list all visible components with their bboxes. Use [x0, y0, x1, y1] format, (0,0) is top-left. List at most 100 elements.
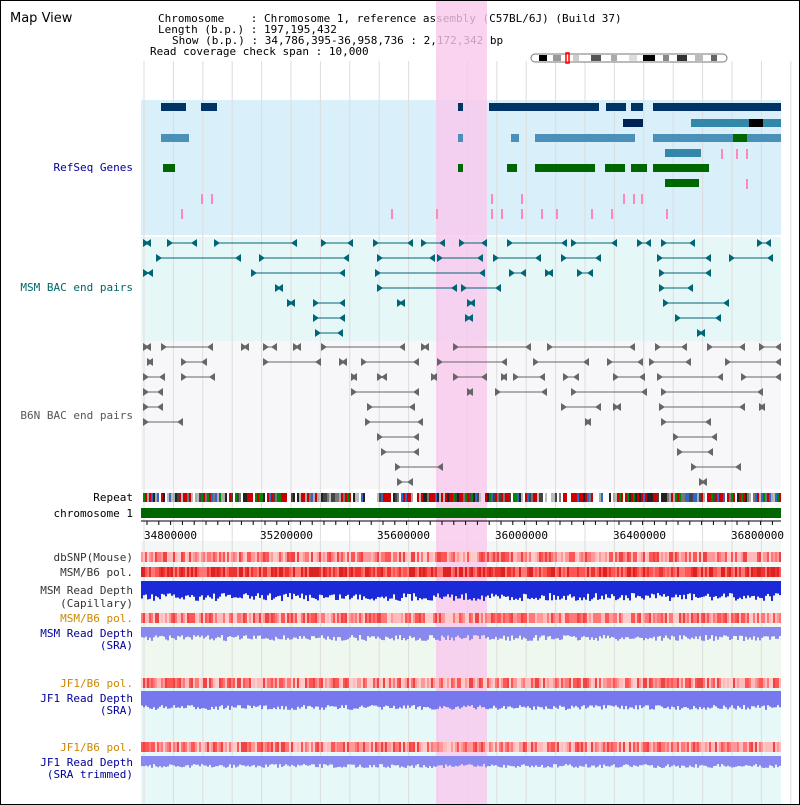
jf1-trim-depth	[743, 756, 745, 767]
jf1-pol-heat	[581, 678, 583, 688]
jf1-sra-depth	[185, 691, 187, 708]
msm-sra-depth	[189, 627, 191, 638]
repeat-mark	[331, 493, 333, 502]
jf1-trim-depth	[683, 756, 685, 766]
repeat-mark	[167, 493, 169, 502]
dbsnp-heat	[719, 552, 721, 562]
jf1-sra-depth	[731, 691, 733, 706]
jf1-trim-depth	[355, 756, 357, 768]
jf1-pol2-heat	[291, 742, 293, 752]
msm-sra-depth	[605, 627, 607, 639]
msm-pol2-heat	[663, 613, 665, 623]
msm-pol-heat	[531, 567, 533, 577]
jf1-trim-depth	[655, 756, 657, 768]
b6n-bac-track[interactable]	[143, 343, 781, 486]
msm-capillary-depth	[321, 581, 323, 596]
msm-pol2-heat	[283, 613, 285, 623]
msm-capillary-depth	[589, 581, 591, 601]
jf1-sra-depth	[631, 691, 633, 708]
jf1-pol-heat	[619, 678, 621, 688]
msm-pol-heat	[653, 567, 655, 577]
msm-pol2-heat	[365, 613, 367, 623]
jf1-pol-heat	[671, 678, 673, 688]
chromosome-ideogram[interactable]	[530, 52, 728, 64]
msm-sra-depth	[581, 627, 583, 638]
refseq-snp-mark	[556, 209, 558, 219]
msm-capillary-depth	[685, 581, 687, 600]
msm-capillary-depth	[197, 581, 199, 601]
msm-pol-heat	[479, 567, 481, 577]
dbsnp-heat	[497, 552, 499, 562]
jf1-sra-depth	[335, 691, 337, 707]
jf1-pol2-heat	[695, 742, 697, 752]
msm-pol2-heat	[515, 613, 517, 623]
msm-capillary-depth	[587, 581, 589, 594]
refseq-gene	[458, 134, 463, 142]
jf1-sra-depth	[743, 691, 745, 706]
jf1-sra-depth	[627, 691, 629, 710]
repeat-mark	[307, 493, 309, 502]
dbsnp-heat	[229, 552, 231, 562]
b6n-bac-end	[501, 358, 507, 366]
jf1-trim-depth	[181, 756, 183, 768]
msm-pol-heat	[547, 567, 549, 577]
msm-capillary-depth	[731, 581, 733, 594]
jf1-trim-depth	[309, 756, 311, 766]
jf1-sra-depth	[201, 691, 203, 709]
jf1-trim-depth	[663, 756, 665, 768]
repeat-mark	[433, 493, 435, 502]
repeat-mark	[329, 493, 331, 502]
jf1-pol2-heat	[259, 742, 261, 752]
jf1-pol-heat	[237, 678, 239, 688]
msm-pol-heat	[445, 567, 447, 577]
dbsnp-heat	[639, 552, 641, 562]
msm-bac-end	[493, 254, 499, 262]
msm-pol2-heat	[315, 613, 317, 623]
msm-pol2-heat	[271, 613, 273, 623]
jf1-sra-depth	[439, 691, 441, 707]
refseq-genes-track[interactable]	[161, 103, 781, 219]
repeat-mark	[285, 493, 287, 502]
repeat-mark	[541, 493, 543, 502]
dbsnp-heat	[727, 552, 729, 562]
b6n-bac-end	[607, 358, 613, 366]
msm-pol-heat	[235, 567, 237, 577]
msm-pol-heat	[737, 567, 739, 577]
msm-bac-track[interactable]	[143, 239, 773, 337]
dbsnp-heat	[621, 552, 623, 562]
repeat-mark	[643, 493, 645, 502]
msm-sra-depth	[371, 627, 373, 637]
msm-capillary-depth	[569, 581, 571, 595]
msm-pol2-heat	[247, 613, 249, 623]
msm-pol-heat	[491, 567, 493, 577]
msm-capillary-depth	[683, 581, 685, 595]
track-label-msm-depth-sra: MSM Read Depth	[40, 627, 133, 640]
repeat-mark	[517, 493, 519, 502]
jf1-pol-heat	[311, 678, 313, 688]
repeat-mark	[293, 493, 295, 502]
msm-pol2-heat	[769, 613, 771, 623]
jf1-trim-depth	[303, 756, 305, 765]
msm-pol-heat	[693, 567, 695, 577]
msm-capillary-depth	[527, 581, 529, 599]
jf1-sra-depth	[539, 691, 541, 708]
jf1-trim-depth	[207, 756, 209, 767]
msm-pol-heat	[141, 567, 143, 577]
msm-pol2-heat	[427, 613, 429, 623]
jf1-pol-heat	[339, 678, 341, 688]
jf1-trim-depth	[429, 756, 431, 767]
msm-pol-heat	[513, 567, 515, 577]
jf1-pol2-heat	[745, 742, 747, 752]
jf1-pol-heat	[723, 678, 725, 688]
dbsnp-heat	[221, 552, 223, 562]
jf1-pol-heat	[367, 678, 369, 688]
msm-sra-depth	[767, 627, 769, 637]
msm-pol2-heat	[679, 613, 681, 623]
jf1-pol2-heat	[593, 742, 595, 752]
b6n-bac-end	[533, 358, 539, 366]
b6n-bac-end	[481, 373, 487, 381]
jf1-pol-heat	[461, 678, 463, 688]
jf1-pol2-heat	[357, 742, 359, 752]
jf1-sra-depth	[515, 691, 517, 708]
